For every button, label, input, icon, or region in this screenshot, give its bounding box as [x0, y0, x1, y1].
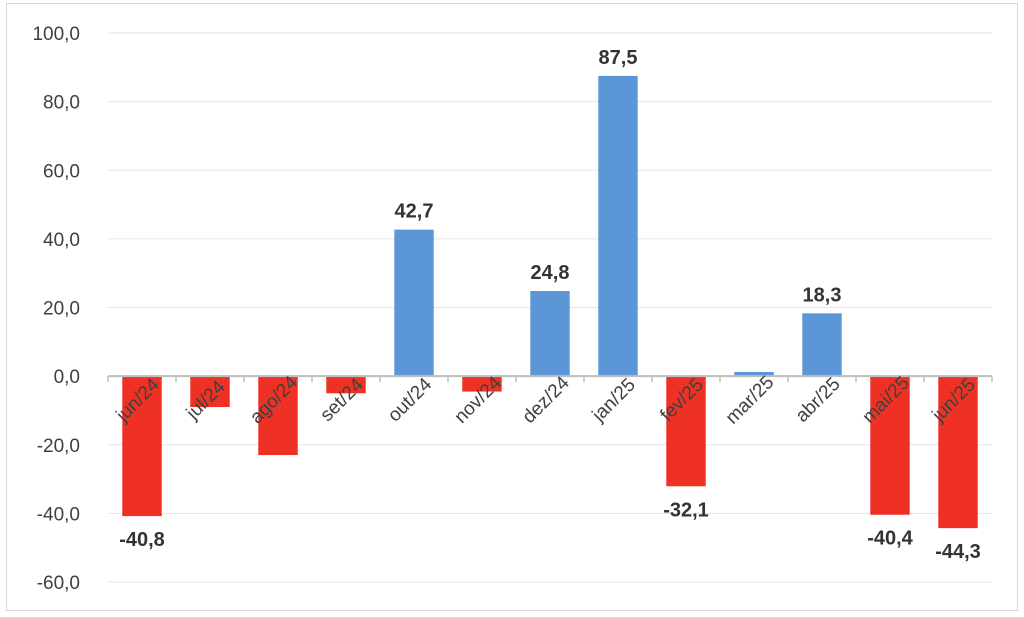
data-label: -44,3 — [935, 541, 981, 563]
category-label: jan/25 — [588, 375, 640, 427]
bar-set-24 — [326, 376, 366, 394]
bar-abr-25 — [802, 313, 842, 377]
data-label: -40,8 — [119, 529, 165, 551]
category-label: mar/25 — [722, 372, 779, 429]
y-tick-label: 40,0 — [43, 230, 80, 251]
bar-out-24 — [394, 229, 434, 377]
y-tick-label: 100,0 — [32, 24, 80, 45]
category-labels: jun/24 jul/24 ago/24 set/24 out/24 nov/24 dez/… — [112, 372, 980, 429]
bar-jun-25 — [938, 376, 978, 529]
category-label: out/24 — [384, 374, 437, 427]
data-label: -40,4 — [867, 528, 913, 550]
data-label: 24,8 — [531, 262, 570, 284]
y-tick-label: 0,0 — [54, 367, 80, 388]
y-tick-labels: 100,0 80,0 60,0 40,0 20,0 0,0 -20,0 -40,0 -60,0 — [32, 24, 80, 594]
data-label: 18,3 — [803, 284, 842, 306]
data-label: 42,7 — [395, 201, 434, 223]
y-tick-label: 80,0 — [43, 93, 80, 114]
data-label: 87,5 — [599, 47, 638, 69]
y-tick-label: 60,0 — [43, 161, 80, 182]
bar-jan-25 — [598, 75, 638, 377]
category-label: abr/25 — [792, 374, 845, 427]
bars — [122, 75, 978, 529]
bar-jul-24 — [190, 376, 230, 408]
bar-nov-24 — [462, 376, 502, 392]
x-axis — [107, 375, 993, 383]
data-label: -32,1 — [663, 499, 709, 521]
bar-mai-25 — [870, 376, 910, 515]
category-label: dez/24 — [519, 372, 574, 427]
y-tick-label: -40,0 — [37, 504, 80, 525]
bar-jun-24 — [122, 376, 162, 517]
y-tick-label: 20,0 — [43, 299, 80, 320]
y-tick-label: -20,0 — [37, 436, 80, 457]
bar-ago-24 — [258, 376, 298, 456]
bar-fev-25 — [666, 376, 706, 487]
bar-dez-24 — [530, 291, 570, 377]
y-tick-label: -60,0 — [37, 573, 80, 594]
data-labels: -40,8 42,7 24,8 87,5 -32,1 18,3 -40,4 -44,3 — [119, 47, 981, 563]
bar-mar-25 — [734, 372, 774, 377]
